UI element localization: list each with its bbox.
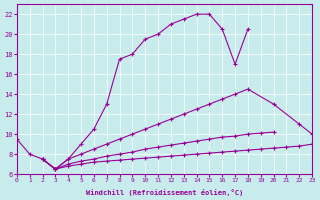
X-axis label: Windchill (Refroidissement éolien,°C): Windchill (Refroidissement éolien,°C) [86, 189, 243, 196]
